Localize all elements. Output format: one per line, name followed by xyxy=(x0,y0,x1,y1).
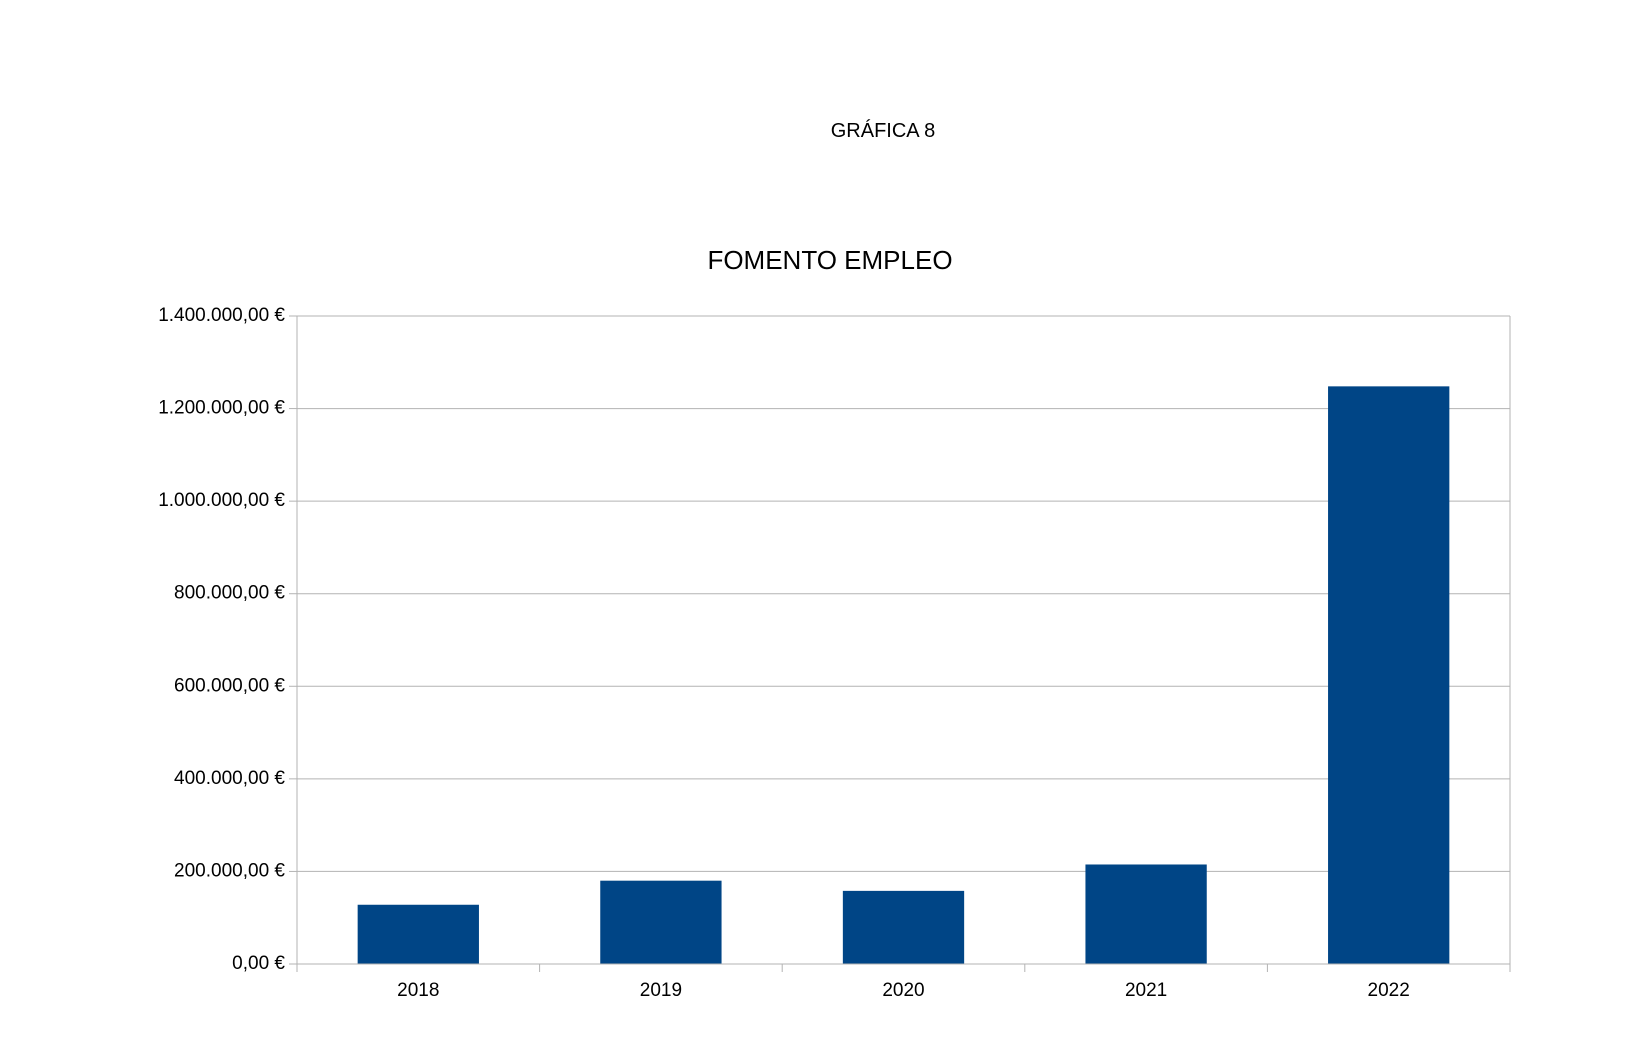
chart-title: FOMENTO EMPLEO xyxy=(707,245,953,275)
x-tick-label: 2021 xyxy=(1125,980,1167,1001)
bar-2021 xyxy=(1085,864,1207,964)
x-tick-labels: 2018 2019 2020 2021 2022 xyxy=(397,980,1410,1001)
y-tick-label: 1.400.000,00 € xyxy=(158,305,285,326)
bars xyxy=(357,386,1450,965)
bar-2022 xyxy=(1328,386,1450,965)
y-tick-label: 1.200.000,00 € xyxy=(158,398,285,419)
bar-2018 xyxy=(357,904,479,964)
y-tick-label: 800.000,00 € xyxy=(174,583,285,604)
y-tick-label: 200.000,00 € xyxy=(174,860,285,881)
x-tick-label: 2018 xyxy=(397,980,439,1001)
y-tick-label: 400.000,00 € xyxy=(174,768,285,789)
y-tick-label: 600.000,00 € xyxy=(174,675,285,696)
bar-2019 xyxy=(600,880,722,964)
bar-2020 xyxy=(842,890,965,964)
axes xyxy=(289,315,1511,972)
page-heading: GRÁFICA 8 xyxy=(830,120,936,142)
y-tick-labels: 0,00 € 200.000,00 € 400.000,00 € 600.000,00… xyxy=(158,305,285,974)
x-tick-label: 2022 xyxy=(1368,980,1410,1001)
x-tick-label: 2019 xyxy=(640,980,682,1001)
x-tick-label: 2020 xyxy=(882,980,924,1001)
y-tick-label: 0,00 € xyxy=(232,953,285,974)
y-tick-label: 1.000.000,00 € xyxy=(158,490,285,511)
